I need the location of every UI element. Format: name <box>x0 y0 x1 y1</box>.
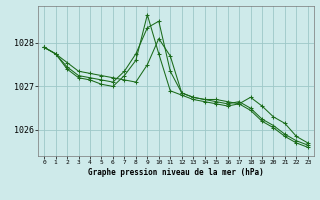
X-axis label: Graphe pression niveau de la mer (hPa): Graphe pression niveau de la mer (hPa) <box>88 168 264 177</box>
